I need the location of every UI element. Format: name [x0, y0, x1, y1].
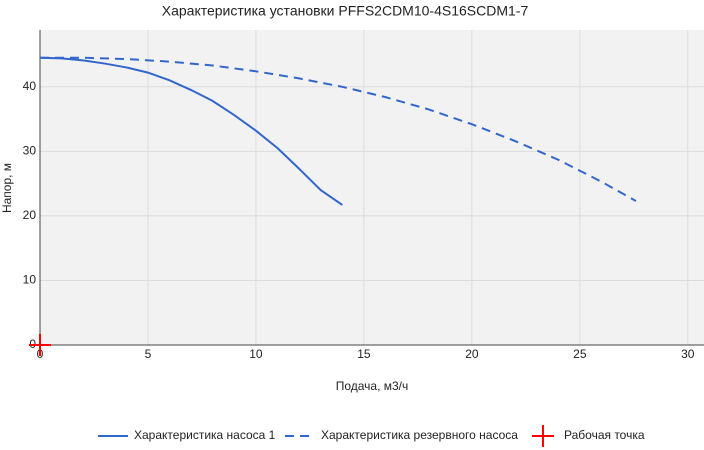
- y-tick-label: 40: [23, 79, 37, 93]
- x-tick-label: 15: [357, 347, 371, 361]
- y-tick-label: 30: [23, 144, 37, 158]
- series-line: [39, 56, 343, 206]
- y-tick-label: 20: [23, 208, 37, 222]
- x-tick-label: 5: [145, 347, 152, 361]
- marker: [29, 334, 51, 356]
- chart-title: Характеристика установки PFFS2CDM10-4S16…: [162, 3, 529, 19]
- legend-label: Характеристика насоса 1: [134, 428, 276, 442]
- legend-label: Характеристика резервного насоса: [321, 428, 518, 442]
- x-tick-label: 20: [465, 347, 479, 361]
- series-line: [40, 56, 637, 202]
- x-tick-label: 30: [681, 347, 695, 361]
- x-tick-label: 25: [573, 347, 587, 361]
- x-axis-label: Подача, м3/ч: [336, 379, 409, 393]
- marker: [532, 425, 554, 447]
- x-tick-label: 10: [249, 347, 263, 361]
- legend-label: Рабочая точка: [564, 428, 645, 442]
- y-tick-label: 10: [23, 273, 37, 287]
- y-axis-label: Напор, м: [0, 163, 14, 213]
- plot-area: [40, 30, 704, 345]
